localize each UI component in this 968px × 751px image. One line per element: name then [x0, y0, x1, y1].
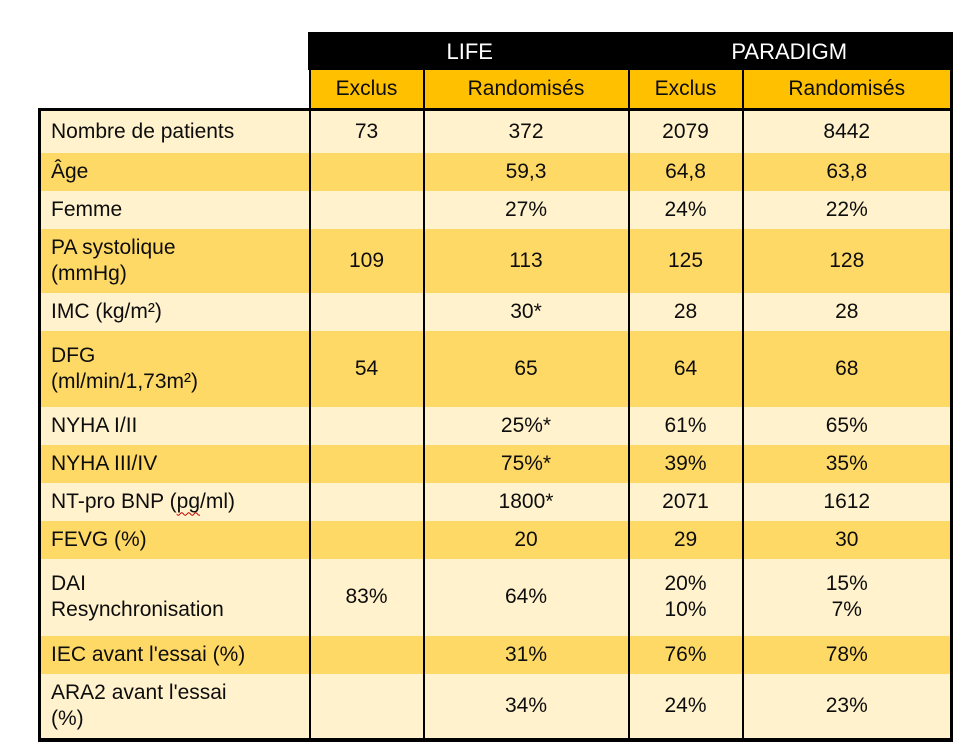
value-cell: 25%*	[422, 406, 629, 445]
value-cell: 31%	[422, 635, 629, 674]
table-row: NYHA I/II 25%* 61% 65%	[38, 406, 953, 445]
value-cell	[308, 292, 424, 331]
table-row: DFG (ml/min/1,73m²) 54 65 64 68	[38, 330, 953, 407]
value-cell	[308, 152, 424, 191]
value-cell: 54	[308, 330, 424, 407]
value-cell: 20	[422, 520, 629, 559]
row-label: Nombre de patients	[38, 108, 310, 153]
table-row: DAI Resynchronisation 83% 64% 20% 10% 15% 7%	[38, 558, 953, 636]
study-comparison-table: LIFE PARADIGM Exclus Randomisés Exclus R…	[38, 32, 953, 742]
value-cell: 59,3	[422, 152, 629, 191]
col-header-life-exclus: Exclus	[308, 69, 424, 110]
row-label: IMC (kg/m²)	[38, 292, 310, 331]
value-cell: 372	[422, 108, 629, 153]
row-label: NT-pro BNP (pg/ml)	[38, 482, 310, 521]
value-cell: 73	[308, 108, 424, 153]
value-cell: 15% 7%	[741, 558, 953, 636]
value-cell: 75%*	[422, 444, 629, 483]
table-row: ARA2 avant l'essai (%) 34% 24% 23%	[38, 673, 953, 742]
col-header-paradigm-randomises: Randomisés	[741, 69, 953, 110]
row-label: NYHA III/IV	[38, 444, 310, 483]
value-cell: 24%	[627, 190, 743, 229]
value-cell	[308, 673, 424, 742]
value-cell	[308, 190, 424, 229]
row-label: ARA2 avant l'essai (%)	[38, 673, 310, 742]
study-header-row: LIFE PARADIGM	[39, 32, 953, 70]
row-label: IEC avant l'essai (%)	[38, 635, 310, 674]
value-cell: 125	[627, 228, 743, 293]
value-cell: 61%	[627, 406, 743, 445]
value-cell: 29	[627, 520, 743, 559]
value-cell: 20% 10%	[627, 558, 743, 636]
value-cell: 2071	[627, 482, 743, 521]
value-cell: 30*	[422, 292, 629, 331]
col-header-paradigm-exclus: Exclus	[627, 69, 743, 110]
value-cell	[308, 635, 424, 674]
study-header-paradigm: PARADIGM	[628, 32, 953, 70]
value-cell: 109	[308, 228, 424, 293]
table-row: IEC avant l'essai (%) 31% 76% 78%	[38, 635, 953, 674]
value-cell: 24%	[627, 673, 743, 742]
value-cell: 64,8	[627, 152, 743, 191]
group-header-row: Exclus Randomisés Exclus Randomisés	[39, 69, 953, 110]
value-cell: 34%	[422, 673, 629, 742]
row-label: DFG (ml/min/1,73m²)	[38, 330, 310, 407]
value-cell: 2079	[627, 108, 743, 153]
row-label: NYHA I/II	[38, 406, 310, 445]
value-cell: 1800*	[422, 482, 629, 521]
table-row: Âge 59,3 64,8 63,8	[38, 152, 953, 191]
row-label: Âge	[38, 152, 310, 191]
value-cell: 23%	[741, 673, 953, 742]
table-row: FEVG (%) 20 29 30	[38, 520, 953, 559]
row-label: Femme	[38, 190, 310, 229]
spellcheck-squiggle: pg	[176, 489, 201, 513]
table-row: NYHA III/IV 75%* 39% 35%	[38, 444, 953, 483]
study-comparison-table-wrap: LIFE PARADIGM Exclus Randomisés Exclus R…	[38, 32, 953, 742]
col-header-life-randomises: Randomisés	[422, 69, 629, 110]
row-label: DAI Resynchronisation	[38, 558, 310, 636]
row-label: FEVG (%)	[38, 520, 310, 559]
value-cell: 8442	[741, 108, 953, 153]
value-cell	[308, 520, 424, 559]
value-cell: 63,8	[741, 152, 953, 191]
value-cell: 22%	[741, 190, 953, 229]
value-cell: 65%	[741, 406, 953, 445]
value-cell: 78%	[741, 635, 953, 674]
table-row: IMC (kg/m²) 30* 28 28	[38, 292, 953, 331]
value-cell: 76%	[627, 635, 743, 674]
value-cell: 113	[422, 228, 629, 293]
value-cell	[308, 406, 424, 445]
value-cell: 128	[741, 228, 953, 293]
value-cell: 35%	[741, 444, 953, 483]
value-cell: 68	[741, 330, 953, 407]
value-cell: 39%	[627, 444, 743, 483]
corner-spacer	[39, 69, 310, 110]
value-cell: 64%	[422, 558, 629, 636]
value-cell: 27%	[422, 190, 629, 229]
study-header-life: LIFE	[308, 32, 629, 70]
table-row: PA systolique (mmHg) 109 113 125 128	[38, 228, 953, 293]
value-cell: 30	[741, 520, 953, 559]
value-cell	[308, 444, 424, 483]
value-cell: 1612	[741, 482, 953, 521]
table-body: Nombre de patients 73 372 2079 8442 Âge 59,3 64…	[38, 108, 953, 742]
value-cell	[308, 482, 424, 521]
table-row: Nombre de patients 73 372 2079 8442	[38, 108, 953, 153]
row-label: PA systolique (mmHg)	[38, 228, 310, 293]
value-cell: 64	[627, 330, 743, 407]
table-row: Femme 27% 24% 22%	[38, 190, 953, 229]
value-cell: 28	[627, 292, 743, 331]
value-cell: 83%	[308, 558, 424, 636]
table-row: NT-pro BNP (pg/ml) 1800* 2071 1612	[38, 482, 953, 521]
value-cell: 28	[741, 292, 953, 331]
corner-spacer	[39, 33, 310, 70]
value-cell: 65	[422, 330, 629, 407]
